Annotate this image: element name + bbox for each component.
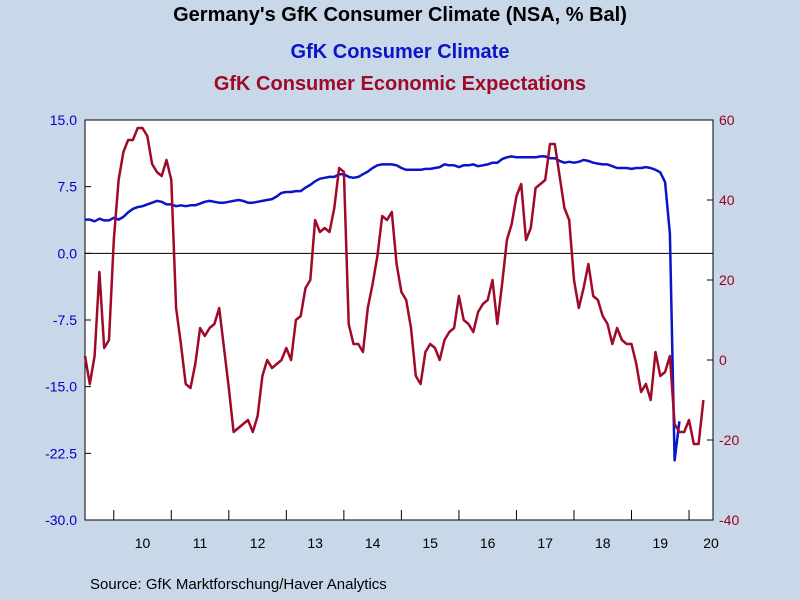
x-tick-label: 12 (250, 535, 266, 551)
series-line-consumer-climate (85, 155, 681, 462)
source-note: Source: GfK Marktforschung/Haver Analyti… (90, 576, 387, 593)
right-tick-label: 20 (719, 272, 735, 288)
plot-background (84, 119, 714, 521)
x-tick-label: 18 (595, 535, 611, 551)
left-tick-label: 15.0 (50, 112, 77, 128)
legend-expectations: GfK Consumer Economic Expectations (213, 73, 587, 95)
left-tick-label: 0.0 (58, 245, 78, 261)
x-tick-label: 15 (422, 535, 438, 551)
left-tick-label: 7.5 (58, 179, 78, 195)
series-line-economic-expectations (83, 126, 705, 446)
left-tick-label: -22.5 (45, 445, 77, 461)
left-tick-label: -30.0 (45, 512, 77, 528)
chart-title: Germany's GfK Consumer Climate (NSA, % B… (173, 4, 627, 26)
x-tick-label: 19 (652, 535, 668, 551)
legend-climate: GfK Consumer Climate (290, 41, 510, 63)
right-tick-label: 0 (719, 352, 727, 368)
x-tick-label: 10 (135, 535, 151, 551)
right-tick-label: -20 (719, 432, 739, 448)
right-tick-label: -40 (719, 512, 739, 528)
x-tick-label: 14 (365, 535, 381, 551)
right-tick-label: 60 (719, 112, 735, 128)
x-tick-label: 11 (193, 535, 208, 551)
left-tick-label: -7.5 (53, 312, 77, 328)
x-tick-label: 20 (703, 535, 719, 551)
left-tick-label: -15.0 (45, 379, 77, 395)
x-tick-label: 13 (307, 535, 323, 551)
right-tick-label: 40 (719, 192, 735, 208)
x-tick-label: 17 (537, 535, 553, 551)
x-tick-label: 16 (480, 535, 496, 551)
